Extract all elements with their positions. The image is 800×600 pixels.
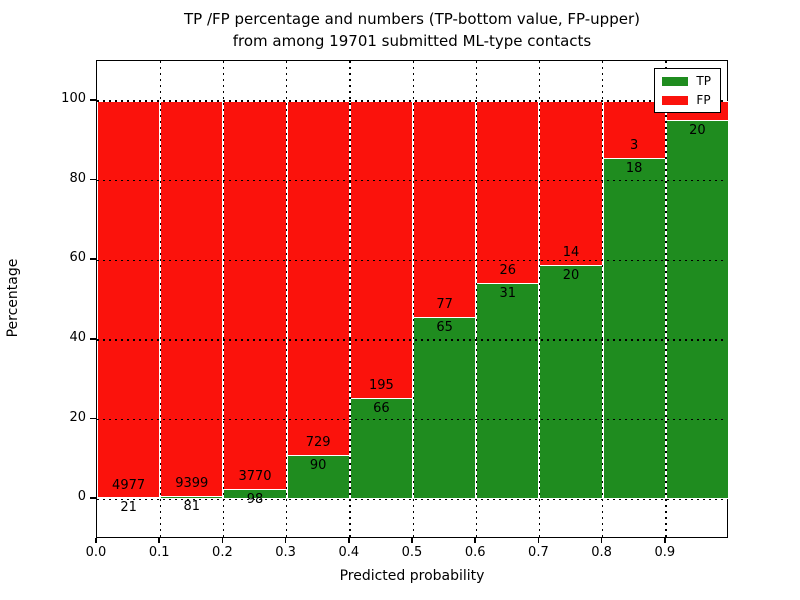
y-tick-mark (90, 178, 96, 181)
x-tick-mark (158, 538, 160, 543)
y-tick-mark (90, 99, 96, 101)
x-tick-label: 0.1 (148, 545, 170, 560)
legend-entry-tp: TP (662, 74, 711, 88)
y-tick-label: 100 (61, 90, 86, 106)
x-tick-mark (411, 538, 413, 543)
tp-count-label: 66 (373, 401, 390, 417)
y-tick-label: 20 (69, 409, 86, 425)
y-tick-mark (90, 497, 96, 499)
x-tick-label: 0.6 (464, 545, 486, 560)
tp-count-label: 31 (499, 285, 517, 301)
x-tick-mark (600, 538, 603, 543)
fp-count-label: 3770 (238, 469, 272, 485)
x-tick-mark (348, 538, 350, 543)
gridline-h (97, 339, 727, 341)
x-axis-label: Predicted probability (339, 568, 485, 584)
tp-count-label: 90 (309, 458, 327, 474)
gridline-v (349, 61, 351, 537)
tp-count-label: 20 (689, 122, 706, 138)
legend-label-tp: TP (696, 74, 711, 88)
tp-count-label: 65 (436, 319, 453, 335)
x-tick-label: 0.0 (85, 545, 107, 560)
gridline-h (97, 180, 727, 182)
legend: TP FP (654, 68, 721, 113)
gridline-h (97, 498, 727, 500)
bar-labels-layer: 4977 21 9399 81 3770 98 729 90 195 66 77 65 26 31 14 20… (97, 61, 727, 537)
fp-count-label: 729 (305, 435, 331, 451)
x-tick-label: 0.7 (528, 545, 549, 560)
y-tick-mark (90, 417, 96, 420)
bar-segment-fp (539, 100, 603, 265)
tp-swatch-icon (662, 76, 689, 86)
legend-label-fp: FP (696, 93, 711, 107)
fp-count-label: 4977 (112, 477, 146, 493)
plot-area: 4977 21 9399 81 3770 98 729 90 195 66 77 65 26 31 14 20… (96, 60, 729, 538)
gridline-h (97, 259, 727, 261)
grid-layer (97, 61, 727, 537)
gridline-v (222, 61, 225, 537)
bar-segment-fp (97, 100, 161, 498)
gridline-v (602, 61, 604, 537)
x-tick-label: 0.4 (338, 545, 360, 560)
y-tick-label: 60 (69, 250, 86, 266)
x-tick-label: 0.5 (401, 545, 423, 560)
fp-swatch-icon (662, 95, 689, 105)
tp-count-label: 21 (120, 500, 137, 516)
x-tick-mark (474, 538, 476, 543)
bar-segment-tp (539, 264, 603, 500)
tp-count-label: 18 (625, 160, 643, 176)
chart-title-line1: TP /FP percentage and numbers (TP-bottom… (184, 10, 640, 28)
gridline-v (412, 61, 414, 537)
fp-count-label: 14 (562, 244, 580, 260)
gridline-v (286, 61, 288, 537)
fp-count-label: 195 (368, 378, 394, 394)
gridline-v (538, 61, 541, 537)
y-tick-mark (90, 338, 96, 340)
x-tick-mark (284, 538, 287, 543)
gridline-h (97, 100, 727, 102)
x-tick-label: 0.9 (654, 545, 676, 560)
gridline-h (97, 419, 727, 421)
tp-count-label: 81 (183, 498, 201, 514)
x-tick-mark (95, 538, 97, 543)
bars-layer (97, 61, 729, 537)
bar-segment-tp (476, 282, 540, 500)
bar-segment-fp (413, 100, 477, 317)
y-tick-mark (90, 258, 96, 260)
fp-count-label: 26 (499, 262, 517, 278)
x-tick-mark (664, 538, 666, 543)
fp-count-label: 77 (436, 296, 453, 312)
x-tick-label: 0.3 (275, 545, 296, 560)
fp-count-label: 3 (630, 137, 639, 153)
bar-segment-tp (602, 157, 666, 500)
x-tick-mark (537, 538, 540, 543)
x-tick-label: 0.2 (212, 545, 233, 560)
y-axis-label: Percentage (5, 258, 21, 338)
gridline-v (665, 61, 667, 537)
gridline-v (159, 61, 161, 537)
y-tick-label: 0 (77, 489, 86, 505)
bar-segment-fp (223, 100, 287, 490)
x-tick-label: 0.8 (591, 545, 612, 560)
tp-count-label: 98 (246, 492, 264, 508)
chart-title-line2: from among 19701 submitted ML-type conta… (232, 32, 592, 50)
y-tick-label: 80 (69, 170, 86, 186)
legend-entry-fp: FP (662, 93, 711, 107)
tp-count-label: 20 (562, 267, 580, 283)
fp-count-label: 9399 (175, 475, 209, 491)
gridline-v (475, 61, 477, 537)
y-tick-label: 40 (69, 329, 86, 345)
x-tick-mark (221, 538, 224, 543)
